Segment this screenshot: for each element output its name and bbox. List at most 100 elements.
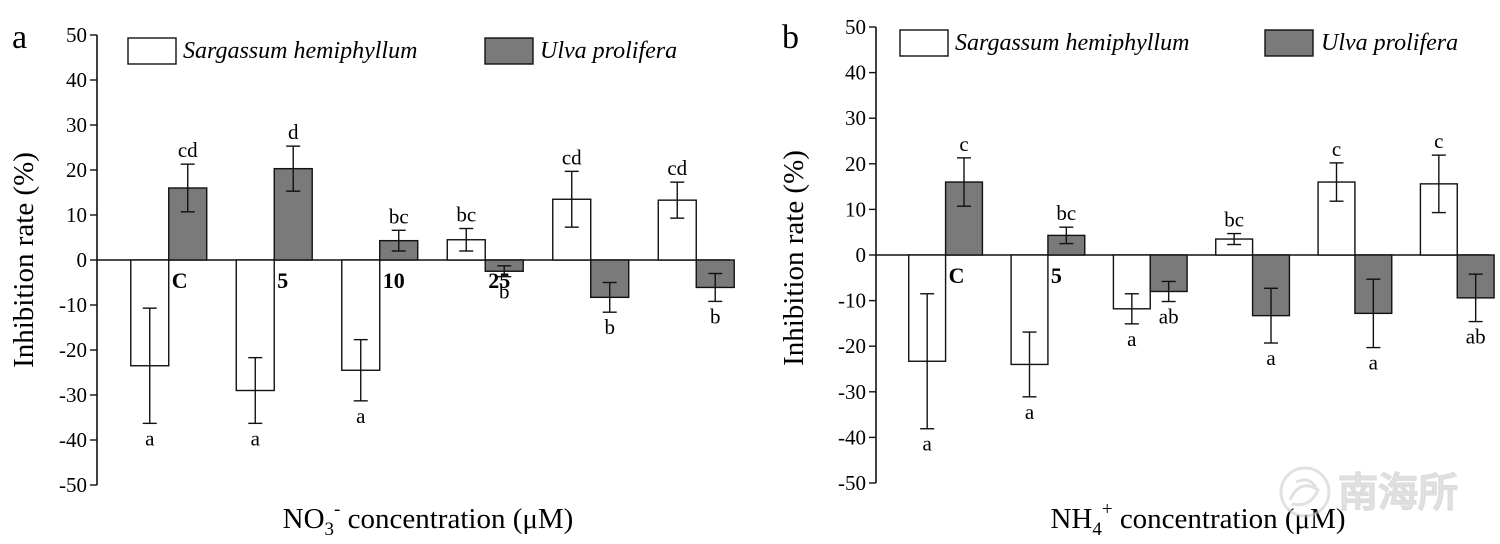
significance-letter: bc <box>1056 201 1076 225</box>
significance-letter: cd <box>667 156 687 180</box>
y-tick-label: 20 <box>66 158 87 182</box>
y-tick-label: 0 <box>856 243 867 267</box>
significance-letter: a <box>145 426 155 450</box>
error-bar <box>248 356 263 425</box>
error-bar <box>564 170 579 228</box>
category-label: C <box>949 263 965 288</box>
significance-letter: b <box>604 315 615 339</box>
y-tick-label: -10 <box>838 289 866 313</box>
y-tick-label: 10 <box>845 197 866 221</box>
legend: Sargassum hemiphyllum Ulva prolifera <box>899 29 1458 57</box>
legend-swatch-sargassum <box>127 37 177 65</box>
error-bar <box>1059 226 1074 245</box>
legend-label-ulva: Ulva prolifera <box>1321 30 1458 56</box>
legend-swatch-ulva <box>1264 29 1314 57</box>
x-axis-label-sub: 3 <box>325 519 335 540</box>
significance-letter: cd <box>178 138 198 162</box>
y-tick-label: -50 <box>838 471 866 495</box>
category-label: C <box>172 268 188 293</box>
significance-letter: a <box>1369 351 1379 375</box>
significance-letter: b <box>710 304 721 328</box>
y-tick-label: 30 <box>845 106 866 130</box>
significance-letter: a <box>356 404 366 428</box>
y-tick-label: 50 <box>66 23 87 47</box>
error-bar <box>957 157 972 207</box>
y-tick-label: -20 <box>59 338 87 362</box>
significance-letter: cd <box>562 145 582 169</box>
y-tick-label: -50 <box>59 473 87 497</box>
y-tick-label: 10 <box>66 203 87 227</box>
error-bar <box>459 227 474 252</box>
bar-ulva <box>1456 254 1495 299</box>
significance-letter: c <box>959 132 968 156</box>
error-bar <box>353 338 368 402</box>
error-bar <box>1468 273 1483 323</box>
legend-swatch-ulva <box>484 37 534 65</box>
category-label: 5 <box>277 268 288 293</box>
x-axis-label-main: NO <box>283 503 325 535</box>
significance-letter: a <box>251 426 261 450</box>
error-bar <box>1161 280 1176 303</box>
significance-letter: ab <box>1159 305 1179 329</box>
legend: Sargassum hemiphyllum Ulva prolifera <box>127 37 677 65</box>
error-bar <box>1022 331 1037 398</box>
y-tick-label: 20 <box>845 152 866 176</box>
error-bar <box>1329 162 1344 202</box>
significance-letter: ab <box>1466 325 1486 349</box>
x-axis-label-main: NH <box>1050 503 1092 535</box>
y-ticks: 50 40 30 20 10 0 -10 -20 -30 -40 -50 <box>838 15 876 495</box>
significance-letter: a <box>1266 346 1276 370</box>
significance-letter: bc <box>389 204 409 228</box>
error-bar <box>286 145 301 192</box>
y-tick-label: 30 <box>66 113 87 137</box>
swirl-logo-icon <box>1279 466 1331 518</box>
y-tick-label: -20 <box>838 334 866 358</box>
x-axis-label-rest: concentration (μM) <box>1113 503 1346 535</box>
category-label: 5 <box>1051 263 1062 288</box>
y-tick-label: 40 <box>845 61 866 85</box>
y-ticks: 50 40 30 20 10 0 -10 -20 -30 -40 -50 <box>59 23 97 497</box>
y-tick-label: -30 <box>838 380 866 404</box>
error-bar <box>920 293 935 430</box>
legend-label-sargassum: Sargassum hemiphyllum <box>955 30 1189 56</box>
y-tick-label: -40 <box>838 425 866 449</box>
x-axis-label-sub: 4 <box>1092 519 1102 540</box>
significance-letter: bc <box>1224 208 1244 232</box>
error-bar <box>1124 293 1139 325</box>
significance-letter: b <box>499 280 510 304</box>
y-tick-label: -30 <box>59 383 87 407</box>
significance-letter: a <box>1025 400 1035 424</box>
bar-sargassum <box>657 199 697 261</box>
x-axis-label: NH4+ concentration (μM) <box>1050 499 1345 540</box>
x-axis-label-sup: - <box>334 499 340 520</box>
x-axis-label-rest: concentration (μM) <box>340 503 573 535</box>
y-tick-label: -40 <box>59 428 87 452</box>
panel-letter: a <box>12 19 27 56</box>
category-label: 10 <box>383 268 405 293</box>
y-tick-label: 40 <box>66 68 87 92</box>
y-tick-label: 0 <box>77 248 88 272</box>
error-bar <box>497 265 512 278</box>
significance-letter: d <box>288 120 299 144</box>
y-tick-label: -10 <box>59 293 87 317</box>
watermark-text: 南海所 <box>1338 470 1458 516</box>
legend-label-sargassum: Sargassum hemiphyllum <box>183 38 417 64</box>
error-bar <box>1227 232 1242 246</box>
error-bar <box>142 307 157 425</box>
error-bar <box>391 229 406 252</box>
error-bar <box>180 163 195 213</box>
panel-letter: b <box>782 19 799 56</box>
bars: Cacd5ad10abc25bcb50cdb100cdb <box>130 120 735 450</box>
significance-letter: c <box>1332 137 1341 161</box>
panel-a: a Inhibition rate (%) 50403020100-10-20-… <box>8 19 735 540</box>
y-tick-label: 50 <box>845 15 866 39</box>
error-bar <box>708 272 723 303</box>
error-bar <box>602 281 617 313</box>
error-bar <box>670 181 685 219</box>
significance-letter: c <box>1434 129 1443 153</box>
significance-letter: a <box>1127 327 1137 351</box>
legend-swatch-sargassum <box>899 29 949 57</box>
y-axis-label: Inhibition rate (%) <box>8 152 40 368</box>
legend-label-ulva: Ulva prolifera <box>540 38 677 64</box>
